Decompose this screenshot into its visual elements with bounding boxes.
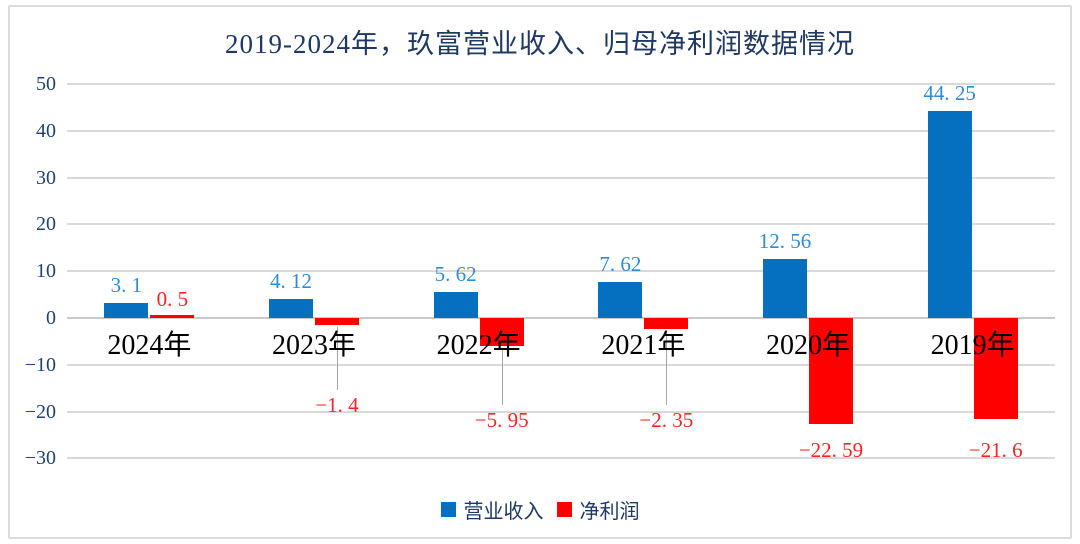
gridline [67, 129, 1055, 132]
leader-line [501, 347, 503, 405]
legend-label-profit: 净利润 [579, 501, 640, 523]
value-label-revenue: 4. 12 [270, 268, 312, 293]
bar-revenue [269, 298, 313, 318]
gridline [67, 223, 1055, 226]
bar-profit [973, 318, 1018, 420]
value-label-revenue: 12. 56 [758, 229, 812, 254]
value-label-revenue: 3. 1 [110, 273, 143, 298]
bar-profit [150, 315, 195, 318]
category-label: 2024年 [107, 330, 192, 361]
bar-revenue [433, 291, 478, 318]
legend-item-revenue: 营业收入 [440, 495, 544, 524]
category-label: 2022年 [436, 330, 521, 361]
zero-gridline [67, 317, 1055, 319]
chart-border [8, 5, 1072, 539]
value-label-profit: −2. 35 [639, 408, 694, 432]
leader-line [337, 326, 338, 390]
chart-title: 2019-2024年，玖富营业收入、归母净利润数据情况 [225, 29, 855, 59]
gridline [67, 410, 1055, 413]
bar-revenue [104, 303, 149, 318]
gridline [67, 363, 1055, 366]
gridline [67, 457, 1055, 460]
y-axis-tick-label: 40 [36, 119, 56, 142]
bar-revenue [598, 282, 643, 318]
y-axis-tick-label: −30 [24, 447, 56, 470]
bar-profit [479, 318, 524, 346]
leader-line [666, 330, 668, 405]
value-label-profit: −21. 6 [968, 438, 1023, 462]
y-axis-tick-label: −10 [24, 353, 56, 376]
y-axis-tick-label: 50 [36, 73, 56, 95]
y-axis-tick-label: 10 [36, 260, 56, 283]
bar-profit [809, 318, 853, 424]
category-label: 2019年 [930, 330, 1015, 361]
value-label-profit: −5. 95 [474, 408, 529, 432]
legend-item-profit: 净利润 [556, 495, 640, 524]
legend-swatch-revenue [440, 502, 456, 517]
y-axis-tick-label: 20 [36, 213, 56, 236]
gridline [67, 270, 1055, 273]
category-label: 2023年 [271, 330, 356, 361]
value-label-profit: −22. 59 [798, 438, 864, 462]
gridline [67, 83, 1055, 85]
legend: 营业收入 净利润 [0, 495, 1080, 524]
category-label: 2020年 [765, 330, 850, 361]
y-axis-tick-label: −20 [24, 400, 56, 423]
bar-profit [315, 318, 359, 325]
category-label: 2021年 [601, 330, 686, 361]
y-axis-tick-label: 30 [36, 166, 56, 189]
value-label-profit: 0. 5 [156, 287, 189, 311]
value-label-revenue: 44. 25 [923, 80, 976, 105]
legend-label-revenue: 营业收入 [463, 501, 544, 523]
gridline [67, 176, 1055, 179]
y-axis-tick-label: 0 [46, 307, 56, 329]
bar-profit [644, 318, 689, 329]
legend-swatch-profit [556, 502, 572, 517]
value-label-profit: −1. 4 [315, 393, 359, 417]
bar-revenue [763, 259, 807, 318]
bar-revenue [927, 110, 972, 318]
value-label-revenue: 7. 62 [599, 252, 642, 277]
value-label-revenue: 5. 62 [434, 261, 477, 286]
